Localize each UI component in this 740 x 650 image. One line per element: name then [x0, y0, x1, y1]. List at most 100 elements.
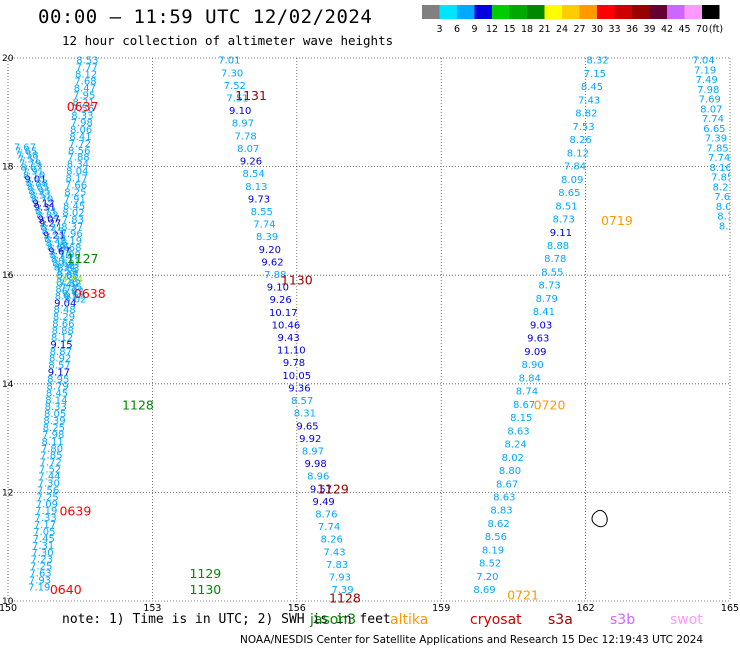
footer-note: note: 1) Time is in UTC; 2) SWH is in fe… — [62, 612, 391, 627]
swh-value: 8.51 — [30, 191, 52, 202]
y-tick-label: 16 — [2, 271, 14, 281]
swh-value: 7.30 — [221, 68, 243, 79]
swh-value: 7.44 — [38, 472, 60, 483]
pass-time-label: 1130 — [281, 273, 313, 288]
swh-value: 8.95 — [47, 375, 69, 386]
scale-swatch — [702, 5, 720, 19]
swh-value: 7.69 — [699, 95, 721, 106]
swh-value: 7.65 — [15, 147, 37, 158]
swh-value: 7.74 — [702, 114, 724, 125]
swh-value: 8.04 — [66, 167, 88, 178]
scale-label: 21 — [538, 24, 550, 35]
scale-swatch — [684, 5, 702, 19]
swh-value: 8.55 — [251, 207, 273, 218]
swh-value: 8.45 — [46, 388, 68, 399]
swh-value: 8.09 — [561, 175, 583, 186]
swh-value: 7.85 — [40, 451, 62, 462]
scale-swatch — [509, 5, 527, 19]
scale-swatch — [457, 5, 475, 19]
swh-value: 8.33 — [45, 402, 67, 413]
swh-value: 7.91 — [22, 167, 44, 178]
swh-value: 8.41 — [69, 132, 91, 143]
swh-value: 7.23 — [31, 555, 53, 566]
y-tick-label: 20 — [2, 54, 14, 64]
swh-value: 7.05 — [33, 527, 55, 538]
swh-value: 8.92 — [49, 354, 71, 365]
swh-value: 8.73 — [553, 215, 575, 226]
swh-value: 8.66 — [47, 243, 69, 254]
swh-value: 8.57 — [291, 396, 313, 407]
swh-value: 7.01 — [218, 56, 240, 67]
swh-value: 8.87 — [50, 347, 72, 358]
swh-value: 8.02 — [62, 208, 84, 219]
swh-value: 9.49 — [313, 497, 335, 508]
swh-value: 8.27 — [44, 235, 66, 246]
pass-time-label: 0720 — [534, 398, 566, 413]
swh-value: 8.21 — [713, 182, 735, 193]
x-tick-label: 159 — [432, 603, 450, 614]
scale-label: 70 — [696, 24, 708, 35]
swh-value: 7.72 — [40, 458, 62, 469]
swh-value: 8.12 — [567, 148, 589, 159]
swh-value: 8.17 — [51, 255, 73, 266]
pass-time-label: 1129 — [317, 482, 349, 497]
scale-label: 12 — [486, 24, 498, 35]
swh-value: 8.68 — [59, 243, 81, 254]
scale-label: 15 — [503, 24, 515, 35]
swh-value: 9.17 — [48, 368, 70, 379]
swh-value: 9.43 — [278, 333, 300, 344]
swh-value: 8.45 — [63, 201, 85, 212]
swh-value: 6.92 — [62, 287, 84, 298]
swh-value: 8.79 — [536, 294, 558, 305]
swh-value: 8.12 — [75, 70, 97, 81]
x-tick-label: 165 — [721, 603, 739, 614]
swh-value: 7.84 — [564, 162, 586, 173]
swh-value: 8.10 — [23, 171, 45, 182]
scale-swatch — [562, 5, 580, 19]
scale-unit: (ft) — [709, 24, 723, 35]
swh-value: 7.59 — [55, 267, 77, 278]
swh-value: 6.63 — [63, 291, 85, 302]
swh-value: 7.43 — [323, 547, 345, 558]
swh-value: 9.98 — [304, 459, 326, 470]
scale-swatch — [544, 5, 562, 19]
swh-value: 9.09 — [524, 347, 546, 358]
swh-value: 8.87 — [57, 271, 79, 282]
swh-value: 7.51 — [18, 155, 40, 166]
swh-value: 8.26 — [570, 135, 592, 146]
swh-value: 8.88 — [52, 326, 74, 337]
swh-value: 9.67 — [48, 247, 70, 258]
swh-value: 8.65 — [27, 183, 49, 194]
swh-value: 8.39 — [43, 416, 65, 427]
pass-time-label: 1128 — [329, 590, 361, 605]
swh-value: 8.14 — [45, 395, 67, 406]
wave-height-readings: 8.537.778.127.688.477.958.217.568.337.98… — [14, 56, 735, 596]
swh-value: 8.34 — [54, 263, 76, 274]
swh-value: 8.67 — [513, 400, 535, 411]
swh-value: 10.17 — [269, 308, 298, 319]
swh-value: 7.04 — [692, 56, 714, 67]
swh-value: 8.96 — [307, 472, 329, 483]
swh-value: 7.52 — [224, 81, 246, 92]
swh-value: 8.06 — [70, 125, 92, 136]
swh-value: 8.82 — [36, 211, 58, 222]
swh-value: 8.55 — [42, 227, 64, 238]
swh-value: 9.36 — [288, 383, 310, 394]
swh-value: 8.07 — [700, 104, 722, 115]
swh-value: 7.95 — [73, 90, 95, 101]
swh-value: 7.79 — [19, 159, 41, 170]
pass-time-label: 1130 — [189, 582, 221, 597]
swh-value: 9.92 — [299, 434, 321, 445]
swh-value: 9.20 — [259, 245, 281, 256]
swh-value: 9.12 — [32, 199, 54, 210]
scale-label: 3 — [436, 24, 442, 35]
swh-value: 10.05 — [282, 371, 311, 382]
swh-value: 7.20 — [476, 572, 498, 583]
scale-label: 33 — [608, 24, 620, 35]
scale-label: 30 — [591, 24, 603, 35]
swh-value: 9.01 — [24, 175, 46, 186]
swh-value: 8.67 — [20, 163, 42, 174]
swh-value: 6.65 — [703, 124, 725, 135]
swh-value: 9.11 — [550, 228, 572, 239]
swh-value: 7.25 — [30, 562, 52, 573]
